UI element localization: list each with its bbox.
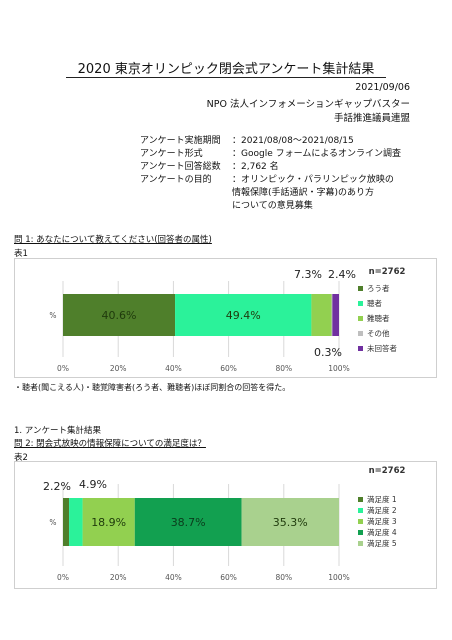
data-label: 49.4%	[226, 309, 261, 322]
legend-swatch	[358, 541, 363, 546]
info-value: ：2,762 名	[232, 162, 279, 172]
bar-segment	[82, 498, 135, 546]
x-tick-label: 40%	[165, 364, 182, 373]
legend-label: 満足度 4	[367, 527, 397, 537]
bar-segment	[63, 294, 176, 336]
page-title: 2020 東京オリンピック閉会式アンケート集計結果	[77, 62, 375, 77]
info-continuation: についての意見募集	[232, 201, 313, 211]
bar-segment	[331, 294, 333, 336]
bar-segment	[134, 498, 242, 546]
legend-swatch	[358, 286, 363, 291]
doc-date: 2021/09/06	[355, 82, 410, 93]
q1-note: ・聴者(聞こえる人)・聴覚障害者(ろう者、難聴者)ほぼ同割合の回答を得た。	[14, 383, 291, 392]
data-label: 40.6%	[102, 309, 137, 322]
chart2-panel: 0% 20% 40% 60% 80% 100%% n=2762 2.2% 4.9% 18.9% 38…	[14, 461, 437, 589]
info-key: アンケート形式	[140, 149, 203, 159]
info-key: アンケート実施期間	[140, 136, 221, 146]
legend-label: ろう者	[367, 284, 390, 293]
y-category-label: %	[49, 311, 56, 320]
info-row: アンケート実施期間 ：2021/08/08～2021/08/15	[140, 135, 401, 148]
bar-segment	[69, 498, 83, 546]
legend-label: 難聴者	[367, 313, 390, 323]
data-label: 35.3%	[273, 516, 308, 529]
info-key: アンケートの目的	[140, 175, 212, 185]
y-category-label: %	[49, 518, 56, 527]
data-label: 4.9%	[79, 478, 107, 491]
org-name-2: 手話推進議員連盟	[333, 113, 410, 124]
q1-table-label: 表1	[14, 249, 28, 259]
legend-label: 満足度 5	[367, 538, 397, 548]
x-tick-label: 80%	[275, 364, 292, 373]
data-label: 2.4%	[328, 268, 356, 281]
bar-segment	[311, 294, 332, 336]
legend-swatch	[358, 530, 363, 535]
info-row: アンケート形式 ：Google フォームによるオンライン調査	[140, 148, 401, 161]
x-tick-label: 60%	[220, 573, 237, 582]
legend-swatch	[358, 346, 363, 351]
n-label: n=2762	[369, 466, 406, 476]
n-label: n=2762	[369, 267, 406, 277]
org-name-1: NPO 法人インフォメーションギャップバスター	[206, 99, 410, 110]
info-value: ：Google フォームによるオンライン調査	[232, 149, 402, 159]
legend-swatch	[358, 497, 363, 502]
x-tick-label: 80%	[275, 573, 292, 582]
info-key: アンケート回答総数	[140, 162, 221, 172]
q1-heading: 問 1: あなたについて教えてください(回答者の属性)	[14, 235, 212, 245]
x-tick-label: 40%	[165, 573, 182, 582]
data-label: 18.9%	[91, 516, 126, 529]
bar-segment	[332, 294, 339, 336]
bar-segment	[63, 498, 70, 546]
chart1-panel: 0% 20% 40% 60% 80% 100%% n=2762 40.6% 49.4% 7.3% 0…	[14, 258, 437, 378]
legend-swatch	[358, 519, 363, 524]
x-tick-label: 100%	[328, 573, 349, 582]
x-tick-label: 20%	[110, 573, 127, 582]
x-tick-label: 60%	[220, 364, 237, 373]
legend-label: 未回答者	[367, 343, 397, 353]
info-continuation: 情報保障(手話通訳・字幕)のあり方	[232, 188, 375, 198]
info-value: ：2021/08/08～2021/08/15	[232, 136, 354, 146]
chart2-svg: 0% 20% 40% 60% 80% 100%% n=2762 2.2% 4.9% 18.9% 38…	[43, 466, 406, 582]
section-heading: 1. アンケート集計結果	[14, 426, 101, 436]
x-tick-label: 20%	[110, 364, 127, 373]
data-label: 7.3%	[294, 268, 322, 281]
legend-label: 満足度 2	[367, 505, 397, 515]
survey-info: アンケート実施期間 ：2021/08/08～2021/08/15 アンケート形式 ：…	[140, 135, 401, 213]
legend-swatch	[358, 301, 363, 306]
q2-table-label: 表2	[14, 453, 28, 463]
legend-swatch	[358, 508, 363, 513]
legend-label: 聴者	[367, 299, 382, 308]
info-value: ：オリンピック・パラリンピック放映の	[232, 175, 394, 185]
legend-label: 満足度 3	[367, 516, 397, 526]
legend-swatch	[358, 316, 363, 321]
x-tick-label: 0%	[57, 364, 69, 373]
data-label: 38.7%	[171, 516, 206, 529]
title-underline	[66, 77, 386, 78]
info-row: アンケートの目的 ：オリンピック・パラリンピック放映の	[140, 174, 401, 187]
data-label: 0.3%	[314, 346, 342, 359]
q2-heading: 問 2: 閉会式放映の情報保障についての満足度は？	[14, 439, 206, 449]
legend-label: その他	[367, 328, 390, 338]
data-label: 2.2%	[43, 480, 71, 493]
legend-swatch	[358, 331, 363, 336]
x-tick-label: 100%	[328, 364, 349, 373]
info-row: アンケート回答総数 ：2,762 名	[140, 161, 401, 174]
bar-segment	[241, 498, 339, 546]
x-tick-label: 0%	[57, 573, 69, 582]
legend-label: 満足度 1	[367, 494, 397, 504]
bar-segment	[175, 294, 312, 336]
chart1-svg: 0% 20% 40% 60% 80% 100%% n=2762 40.6% 49.4% 7.3% 0…	[49, 267, 406, 373]
